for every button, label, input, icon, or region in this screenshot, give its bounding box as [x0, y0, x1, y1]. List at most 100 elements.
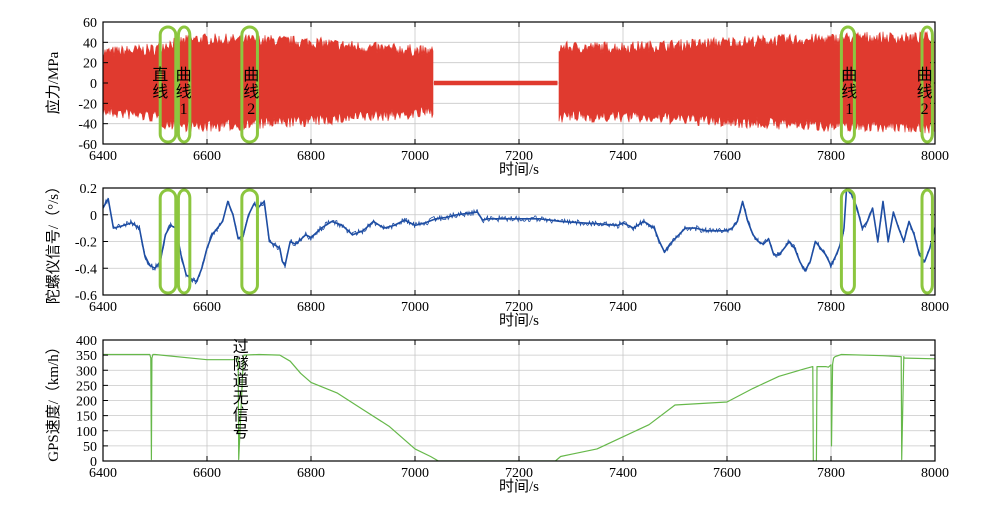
- gps-annotation: 过隧道无信号: [233, 338, 249, 441]
- y-axis-label: 陀螺仪信号/（°/s）: [45, 179, 62, 304]
- curve-annotation: 曲线 1: [176, 66, 192, 118]
- highlight-box: [158, 25, 178, 144]
- y-tick-label: 50: [83, 440, 97, 455]
- stress-band-segment: [103, 33, 434, 133]
- highlight-box: [920, 188, 934, 295]
- x-tick-label: 7400: [609, 149, 637, 164]
- x-tick-label: 6400: [89, 466, 117, 481]
- highlight-box: [240, 188, 259, 295]
- x-tick-label: 6600: [193, 300, 221, 315]
- x-tick-label: 8000: [921, 466, 949, 481]
- x-tick-label: 7600: [713, 149, 741, 164]
- x-tick-label: 8000: [921, 149, 949, 164]
- panel-gps: 6400 6600 6800 7000 7200 7400 7600 7800 80000501…: [45, 334, 949, 495]
- curve-annotation: 曲线 2: [917, 66, 933, 118]
- annotation-char: 曲: [917, 66, 933, 84]
- x-tick-label: 7400: [609, 466, 637, 481]
- highlight-box: [839, 188, 856, 295]
- x-axis-label: 时间/s: [499, 161, 539, 178]
- annotation-char: 线: [243, 83, 259, 101]
- y-tick-label: 40: [83, 36, 97, 51]
- stress-band-segment: [558, 30, 935, 134]
- gyro-noise-line: [103, 188, 935, 285]
- x-tick-label: 7200: [505, 466, 533, 481]
- highlight-box: [176, 188, 192, 295]
- annotation-char: 隧: [233, 355, 249, 373]
- x-tick-label: 7000: [401, 149, 429, 164]
- stress-band-segment: [433, 80, 558, 86]
- annotation-char: 线: [152, 83, 168, 101]
- y-tick-label: 200: [76, 395, 97, 410]
- y-tick-label: 100: [76, 425, 97, 440]
- panel-stress: 6400 6600 6800 7000 7200 7400 7600 7800 8000 -60 -…: [44, 16, 949, 178]
- annotation-char: 曲: [243, 66, 259, 84]
- y-axis-label: GPS速度/（km/h）: [45, 339, 62, 462]
- curve-annotation: 直线: [152, 66, 168, 101]
- x-tick-label: 7800: [817, 300, 845, 315]
- annotation-char: 1: [845, 101, 853, 118]
- highlight-box: [158, 188, 178, 295]
- y-tick-label: 0: [90, 209, 97, 224]
- annotation-char: 2: [921, 101, 929, 118]
- x-tick-label: 7000: [401, 466, 429, 481]
- annotation-char: 道: [233, 372, 249, 390]
- x-tick-label: 7800: [817, 466, 845, 481]
- y-tick-label: -20: [78, 97, 97, 112]
- annotation-char: 直: [152, 66, 168, 84]
- y-tick-label: 400: [76, 334, 97, 349]
- x-tick-label: 7800: [817, 149, 845, 164]
- annotation-char: 曲: [841, 66, 857, 84]
- y-tick-label: 300: [76, 364, 97, 379]
- y-tick-label: 0: [90, 77, 97, 92]
- data-layer: [103, 188, 935, 285]
- annotation-char: 线: [176, 83, 192, 101]
- x-tick-label: 7200: [505, 300, 533, 315]
- x-tick-label: 6400: [89, 149, 117, 164]
- curve-annotation: 曲线 2: [243, 66, 259, 118]
- x-tick-label: 7200: [505, 149, 533, 164]
- annotation-char: 号: [233, 423, 249, 441]
- x-tick-label: 6400: [89, 300, 117, 315]
- x-tick-label: 7600: [713, 300, 741, 315]
- highlight-box: [176, 25, 192, 144]
- y-tick-label: 0: [90, 455, 97, 470]
- annotation-char: 信: [233, 406, 249, 424]
- x-tick-label: 6800: [297, 149, 325, 164]
- x-axis-label: 时间/s: [499, 478, 539, 495]
- annotation-char: 线: [917, 83, 933, 101]
- y-tick-label: 20: [83, 57, 97, 72]
- y-tick-label: -0.4: [75, 262, 97, 277]
- x-tick-label: 6600: [193, 466, 221, 481]
- y-tick-label: -40: [78, 118, 97, 133]
- x-tick-label: 6800: [297, 466, 325, 481]
- y-tick-label: 60: [83, 16, 97, 31]
- annotation-char: 无: [233, 390, 249, 407]
- y-tick-label: -0.6: [75, 289, 97, 304]
- y-tick-label: 250: [76, 379, 97, 394]
- highlight-box: [839, 25, 856, 144]
- panel-gyro: 6400 6600 6800 7000 7200 7400 7600 7800 8000 -0.6…: [45, 179, 949, 329]
- highlight-box: [240, 25, 259, 144]
- x-tick-label: 6600: [193, 149, 221, 164]
- y-tick-label: 350: [76, 349, 97, 364]
- data-layer: [103, 353, 935, 461]
- annotation-char: 1: [180, 101, 188, 118]
- x-tick-label: 7400: [609, 300, 637, 315]
- x-tick-label: 7600: [713, 466, 741, 481]
- y-tick-label: 150: [76, 410, 97, 425]
- annotation-char: 曲: [176, 66, 192, 84]
- annotation-char: 线: [841, 83, 857, 101]
- curve-annotation: 曲线 1: [841, 66, 857, 118]
- x-tick-label: 6800: [297, 300, 325, 315]
- annotation-char: 2: [247, 101, 255, 118]
- x-tick-label: 8000: [921, 300, 949, 315]
- gps-line: [103, 353, 935, 461]
- x-tick-label: 7000: [401, 300, 429, 315]
- data-layer: [103, 30, 935, 134]
- annotation-char: 过: [233, 338, 249, 356]
- y-axis-label: 应力/MPa: [44, 51, 62, 114]
- x-axis-label: 时间/s: [499, 312, 539, 329]
- y-tick-label: 0.2: [80, 182, 98, 197]
- y-tick-label: -60: [78, 138, 97, 153]
